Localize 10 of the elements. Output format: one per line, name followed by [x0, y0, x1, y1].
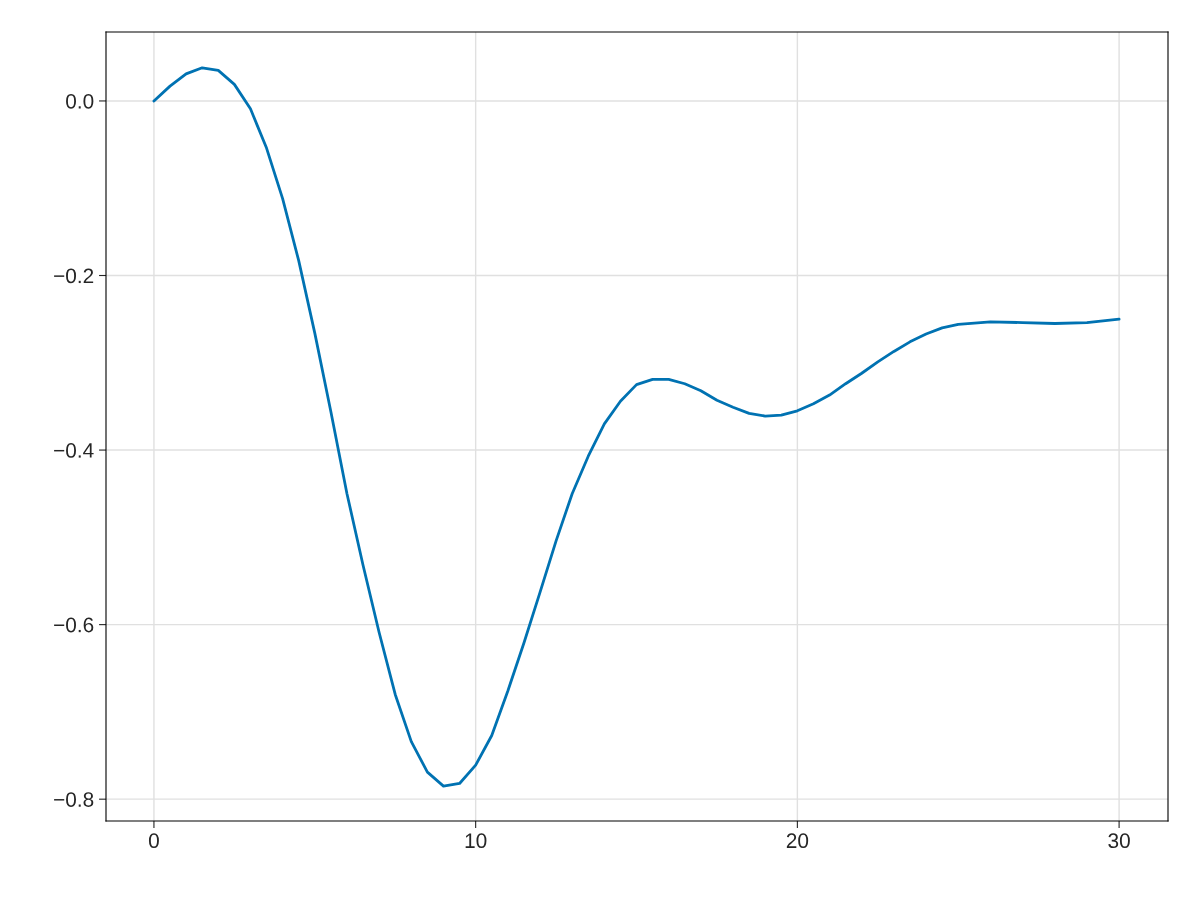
x-tick-label: 30 [1108, 833, 1130, 849]
x-tick-label: 20 [786, 833, 809, 849]
x-tick-label: 10 [465, 833, 487, 849]
y-tick-label: 0.0 [66, 93, 94, 109]
y-tick-label: −0.4 [54, 443, 94, 458]
y-tick-label: −0.2 [54, 268, 94, 284]
y-tick-label: −0.8 [54, 792, 94, 807]
line-series [152, 66, 1121, 788]
x-tick-label: 0 [148, 833, 159, 849]
y-tick-label: −0.6 [54, 617, 94, 633]
